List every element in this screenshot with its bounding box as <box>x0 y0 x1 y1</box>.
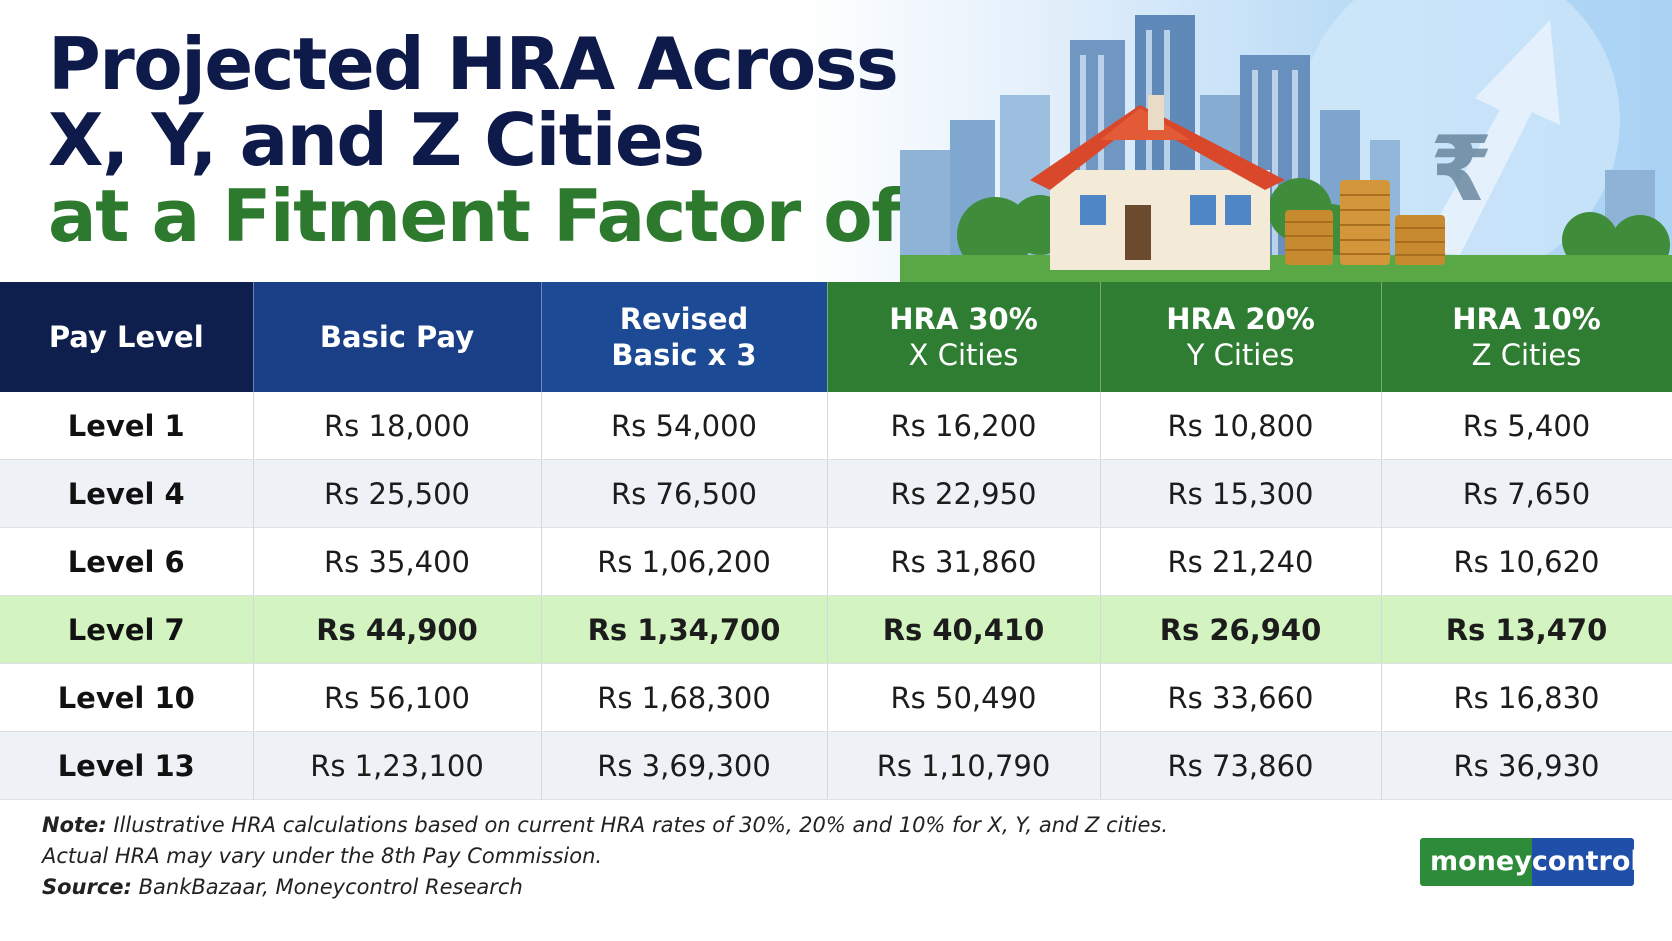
table-row: Level 1 Rs 18,000 Rs 54,000 Rs 16,200 Rs… <box>0 392 1672 460</box>
table-row: Level 10 Rs 56,100 Rs 1,68,300 Rs 50,490… <box>0 663 1672 732</box>
cell-hra-x: Rs 16,200 <box>827 392 1101 460</box>
header-hra-z: HRA 10% Z Cities <box>1381 282 1672 392</box>
cell-basic-pay: Rs 35,400 <box>253 527 542 596</box>
cell-hra-z: Rs 5,400 <box>1381 392 1672 460</box>
header-revised-basic: Revised Basic x 3 <box>541 282 828 392</box>
title-line-3: at a Fitment Factor of 3 <box>48 174 975 258</box>
source-text: BankBazaar, Moneycontrol Research <box>131 875 523 899</box>
footnote: Note: Illustrative HRA calculations base… <box>42 810 1292 903</box>
note-text: Illustrative HRA calculations based on c… <box>106 813 1169 837</box>
cell-hra-x: Rs 40,410 <box>827 595 1101 664</box>
header-hra-x: HRA 30% X Cities <box>827 282 1101 392</box>
cell-hra-x: Rs 1,10,790 <box>827 731 1101 800</box>
moneycontrol-logo: money control <box>1420 838 1634 886</box>
cell-pay-level: Level 10 <box>0 663 254 732</box>
header-basic-pay: Basic Pay <box>253 282 542 392</box>
cell-pay-level: Level 4 <box>0 459 254 528</box>
title-line-1: Projected HRA Across <box>48 22 899 106</box>
cell-hra-y: Rs 33,660 <box>1100 663 1382 732</box>
header-label: HRA 10% <box>1452 302 1601 336</box>
cell-hra-z: Rs 7,650 <box>1381 459 1672 528</box>
cell-basic-pay: Rs 18,000 <box>253 392 542 460</box>
cell-pay-level: Level 13 <box>0 731 254 800</box>
source-line: Source: BankBazaar, Moneycontrol Researc… <box>42 872 1292 903</box>
up-arrow-icon <box>1420 20 1560 255</box>
cell-hra-y: Rs 10,800 <box>1100 392 1382 460</box>
cell-hra-z: Rs 13,470 <box>1381 595 1672 664</box>
cell-hra-x: Rs 50,490 <box>827 663 1101 732</box>
cell-hra-x: Rs 22,950 <box>827 459 1101 528</box>
cell-revised-basic: Rs 76,500 <box>541 459 828 528</box>
cell-revised-basic: Rs 1,06,200 <box>541 527 828 596</box>
note-label: Note: <box>42 813 107 837</box>
hero-banner: Projected HRA Across X, Y, and Z Cities … <box>0 0 1672 282</box>
cell-hra-y: Rs 21,240 <box>1100 527 1382 596</box>
cell-hra-y: Rs 73,860 <box>1100 731 1382 800</box>
coin-stacks-icon <box>1285 180 1445 265</box>
note-line-2: Actual HRA may vary under the 8th Pay Co… <box>42 844 603 868</box>
table-row-highlighted: Level 7 Rs 44,900 Rs 1,34,700 Rs 40,410 … <box>0 595 1672 664</box>
house-icon <box>1030 95 1285 270</box>
hra-table: Pay Level Basic Pay Revised Basic x 3 HRA… <box>0 282 1672 800</box>
cell-revised-basic: Rs 1,68,300 <box>541 663 828 732</box>
cell-hra-z: Rs 10,620 <box>1381 527 1672 596</box>
cell-basic-pay: Rs 56,100 <box>253 663 542 732</box>
header-row: Pay Level Basic Pay Revised Basic x 3 HRA… <box>0 282 1672 392</box>
title-line-2: X, Y, and Z Cities <box>48 98 705 182</box>
city-house-illustration: ₹ <box>900 0 1672 282</box>
cell-pay-level: Level 6 <box>0 527 254 596</box>
header-label: Revised <box>619 302 749 336</box>
header-hra-y: HRA 20% Y Cities <box>1100 282 1382 392</box>
cell-pay-level: Level 1 <box>0 392 254 460</box>
header-label: Pay Level <box>48 320 204 354</box>
note-line-1: Note: Illustrative HRA calculations base… <box>42 810 1292 841</box>
cell-revised-basic: Rs 54,000 <box>541 392 828 460</box>
cell-basic-pay: Rs 1,23,100 <box>253 731 542 800</box>
header-sublabel: Y Cities <box>1186 338 1295 372</box>
cell-basic-pay: Rs 25,500 <box>253 459 542 528</box>
rupee-symbol-icon: ₹ <box>1430 117 1493 222</box>
cell-hra-z: Rs 36,930 <box>1381 731 1672 800</box>
header-label: HRA 30% <box>889 302 1038 336</box>
table-row: Level 13 Rs 1,23,100 Rs 3,69,300 Rs 1,10… <box>0 731 1672 800</box>
logo-part-control: control <box>1531 838 1634 886</box>
header-sublabel: X Cities <box>908 338 1019 372</box>
header-pay-level: Pay Level <box>0 282 254 392</box>
header-sublabel: Basic x 3 <box>611 338 757 372</box>
cell-hra-z: Rs 16,830 <box>1381 663 1672 732</box>
cell-hra-y: Rs 15,300 <box>1100 459 1382 528</box>
header-label: Basic Pay <box>319 320 475 354</box>
table-row: Level 4 Rs 25,500 Rs 76,500 Rs 22,950 Rs… <box>0 459 1672 528</box>
header-label: HRA 20% <box>1166 302 1315 336</box>
cell-hra-y: Rs 26,940 <box>1100 595 1382 664</box>
source-label: Source: <box>42 875 132 899</box>
cell-revised-basic: Rs 3,69,300 <box>541 731 828 800</box>
cell-pay-level: Level 7 <box>0 595 254 664</box>
page-title: Projected HRA Across X, Y, and Z Cities … <box>48 22 975 258</box>
logo-part-money: money <box>1420 838 1532 886</box>
header-sublabel: Z Cities <box>1471 338 1582 372</box>
table-row: Level 6 Rs 35,400 Rs 1,06,200 Rs 31,860 … <box>0 527 1672 596</box>
cell-revised-basic: Rs 1,34,700 <box>541 595 828 664</box>
cell-hra-x: Rs 31,860 <box>827 527 1101 596</box>
cell-basic-pay: Rs 44,900 <box>253 595 542 664</box>
